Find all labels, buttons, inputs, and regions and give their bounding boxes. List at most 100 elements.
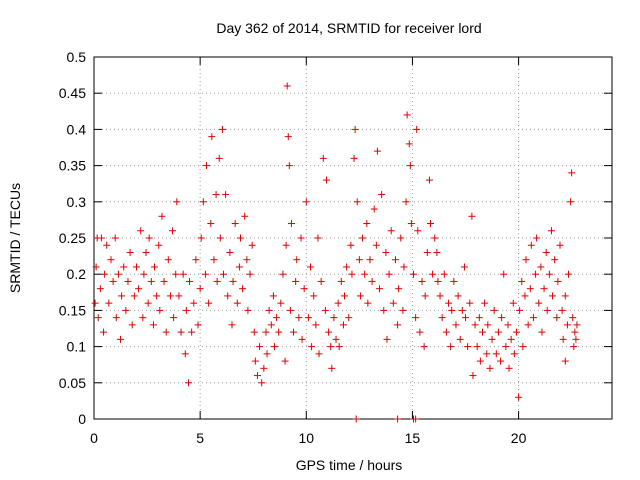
data-point: [186, 277, 194, 285]
data-point: [434, 277, 442, 285]
data-point: [553, 314, 561, 322]
data-point: [380, 306, 388, 314]
data-point: [307, 263, 315, 271]
y-tick-label: 0.05: [59, 375, 86, 391]
data-point: [571, 328, 579, 336]
data-point: [405, 140, 413, 148]
data-point: [172, 270, 180, 278]
data-point: [378, 191, 386, 199]
data-point: [109, 277, 117, 285]
x-tick-label: 10: [299, 430, 315, 446]
data-point: [327, 343, 335, 351]
y-tick-label: 0.25: [59, 230, 86, 246]
data-point: [155, 241, 163, 249]
data-point: [554, 277, 562, 285]
data-point: [292, 277, 300, 285]
data-point: [177, 328, 185, 336]
data-point: [192, 256, 200, 264]
data-point: [295, 314, 303, 322]
data-point: [105, 299, 113, 307]
data-point: [122, 306, 130, 314]
chart-title: Day 362 of 2014, SRMTID for receiver lor…: [216, 20, 481, 36]
data-point: [363, 220, 371, 228]
data-point: [561, 357, 569, 365]
data-point: [103, 241, 111, 249]
data-point: [460, 263, 468, 271]
x-tick-label: 5: [196, 430, 204, 446]
data-point: [518, 277, 526, 285]
data-point: [483, 350, 491, 358]
data-point: [179, 270, 187, 278]
data-point: [538, 328, 546, 336]
data-point: [394, 415, 402, 423]
data-point: [265, 306, 273, 314]
data-point: [416, 328, 424, 336]
data-point: [130, 292, 138, 300]
data-point: [258, 379, 266, 387]
data-point: [372, 241, 380, 249]
data-point: [382, 248, 390, 256]
data-point: [151, 263, 159, 271]
data-point: [260, 364, 268, 372]
data-point: [400, 263, 408, 271]
data-point: [290, 328, 298, 336]
data-point: [308, 343, 316, 351]
x-axis-label: GPS time / hours: [296, 457, 403, 473]
data-point: [353, 198, 361, 206]
data-point: [413, 125, 421, 133]
data-point: [507, 335, 515, 343]
data-point: [236, 234, 244, 242]
data-point: [440, 270, 448, 278]
data-point: [469, 372, 477, 380]
data-point: [522, 256, 530, 264]
data-point: [509, 299, 517, 307]
data-point: [403, 111, 411, 119]
data-point: [431, 234, 439, 242]
data-point: [279, 270, 287, 278]
data-point: [222, 191, 230, 199]
data-point: [334, 299, 342, 307]
data-point: [160, 277, 168, 285]
data-point: [563, 321, 571, 329]
data-point: [521, 292, 529, 300]
data-point: [450, 277, 458, 285]
data-point: [248, 241, 256, 249]
data-point: [364, 299, 372, 307]
x-tick-label: 15: [405, 430, 421, 446]
data-point: [448, 306, 456, 314]
data-point: [568, 169, 576, 177]
data-point: [282, 241, 290, 249]
data-point: [215, 154, 223, 162]
data-point: [406, 162, 414, 170]
data-point: [524, 321, 532, 329]
data-point: [262, 328, 270, 336]
data-point: [114, 270, 122, 278]
data-point: [194, 321, 202, 329]
data-point: [464, 343, 472, 351]
data-point: [389, 299, 397, 307]
data-point: [153, 292, 161, 300]
data-point: [438, 314, 446, 322]
data-point: [256, 343, 264, 351]
data-point: [199, 198, 207, 206]
data-point: [504, 321, 512, 329]
data-point: [284, 133, 292, 141]
data-point: [407, 220, 415, 228]
data-point: [228, 321, 236, 329]
data-point: [391, 256, 399, 264]
y-tick-label: 0.2: [67, 266, 87, 282]
data-point: [147, 277, 155, 285]
data-point: [120, 263, 128, 271]
data-point: [570, 343, 578, 351]
data-point: [549, 292, 557, 300]
data-point: [286, 306, 294, 314]
data-point: [373, 147, 381, 155]
data-point: [527, 241, 535, 249]
data-point: [325, 328, 333, 336]
data-point: [321, 306, 329, 314]
data-point: [310, 292, 318, 300]
data-point: [350, 154, 358, 162]
data-point: [412, 415, 420, 423]
data-point: [425, 176, 433, 184]
data-point: [196, 285, 204, 293]
